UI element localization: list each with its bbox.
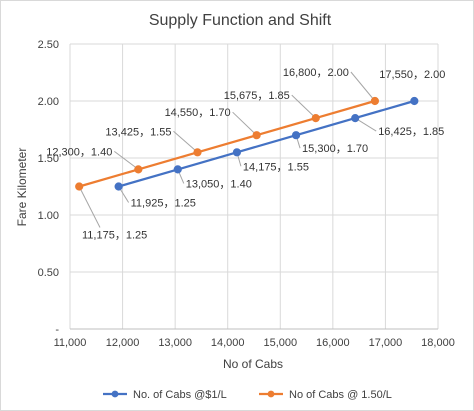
data-point [370, 96, 380, 106]
data-point [193, 148, 202, 157]
x-tick-label: 14,000 [211, 337, 245, 349]
x-tick-label: 13,000 [158, 337, 192, 349]
label-leader-line [114, 150, 139, 170]
data-label: 11,925，1.25 [131, 198, 196, 210]
x-tick-label: 15,000 [263, 337, 297, 349]
data-label: 16,425，1.85 [378, 126, 444, 138]
data-label: 11,175，1.25 [82, 230, 147, 242]
data-point [173, 165, 182, 174]
series-line [118, 99, 415, 188]
label-leader-line [173, 130, 198, 153]
y-tick-label: 1.00 [38, 210, 59, 222]
legend-label: No. of Cabs @$1/L [133, 389, 227, 401]
data-label: 14,175，1.55 [243, 161, 309, 173]
data-point [75, 182, 84, 191]
label-leader-line [232, 111, 257, 136]
data-label: 16,800，2.00 [283, 67, 349, 79]
x-axis-title: No of Cabs [223, 357, 283, 371]
x-tick-label: 16,000 [316, 337, 350, 349]
data-label: 13,425，1.55 [105, 126, 171, 138]
data-label: 13,050，1.40 [186, 178, 252, 190]
data-label: 12,300，1.40 [46, 146, 112, 158]
legend-marker [267, 390, 275, 398]
y-tick-label: 0.50 [38, 267, 59, 279]
x-tick-label: 18,000 [421, 337, 455, 349]
chart-title: Supply Function and Shift [149, 12, 332, 29]
label-leader-line [291, 94, 317, 119]
data-label: 14,550，1.70 [165, 107, 231, 119]
data-label: 17,550，2.00 [379, 69, 445, 81]
label-leader-line [78, 186, 101, 228]
axis-layer: - 0.50 1.00 1.50 2.00 2.50 11,000 12,000 13,000 1… [38, 39, 455, 349]
legend: No. of Cabs @$1/L No of Cabs @ 1.50/L [103, 389, 392, 401]
legend-label: No of Cabs @ 1.50/L [289, 389, 392, 401]
data-point [410, 96, 419, 106]
series-layer [75, 96, 419, 191]
data-point [232, 148, 242, 157]
y-tick-label: 1.50 [38, 153, 59, 165]
x-tick-label: 17,000 [369, 337, 403, 349]
grid-layer [69, 43, 439, 329]
label-leader-line [350, 71, 376, 102]
x-tick-label: 11,000 [54, 337, 87, 349]
y-tick-label: - [55, 324, 59, 336]
y-tick-label: 2.00 [38, 96, 59, 108]
legend-marker [111, 390, 119, 398]
data-point [114, 182, 123, 191]
data-point [134, 165, 143, 174]
data-labels: 11,925，1.25 13,050，1.40 14,175，1.55 15,300，… [46, 67, 445, 242]
data-point [311, 114, 320, 123]
x-tick-label: 12,000 [106, 337, 140, 349]
series-line [78, 99, 376, 188]
data-point [351, 114, 360, 123]
data-label: 15,300，1.70 [302, 143, 368, 155]
data-point [291, 131, 301, 140]
y-tick-label: 2.50 [38, 39, 59, 51]
leader-lines [78, 71, 377, 228]
label-leader-line [354, 117, 377, 132]
y-axis-title: Fare Kilometer [15, 148, 29, 227]
data-label: 15,675，1.85 [224, 90, 290, 102]
data-point [252, 131, 261, 140]
